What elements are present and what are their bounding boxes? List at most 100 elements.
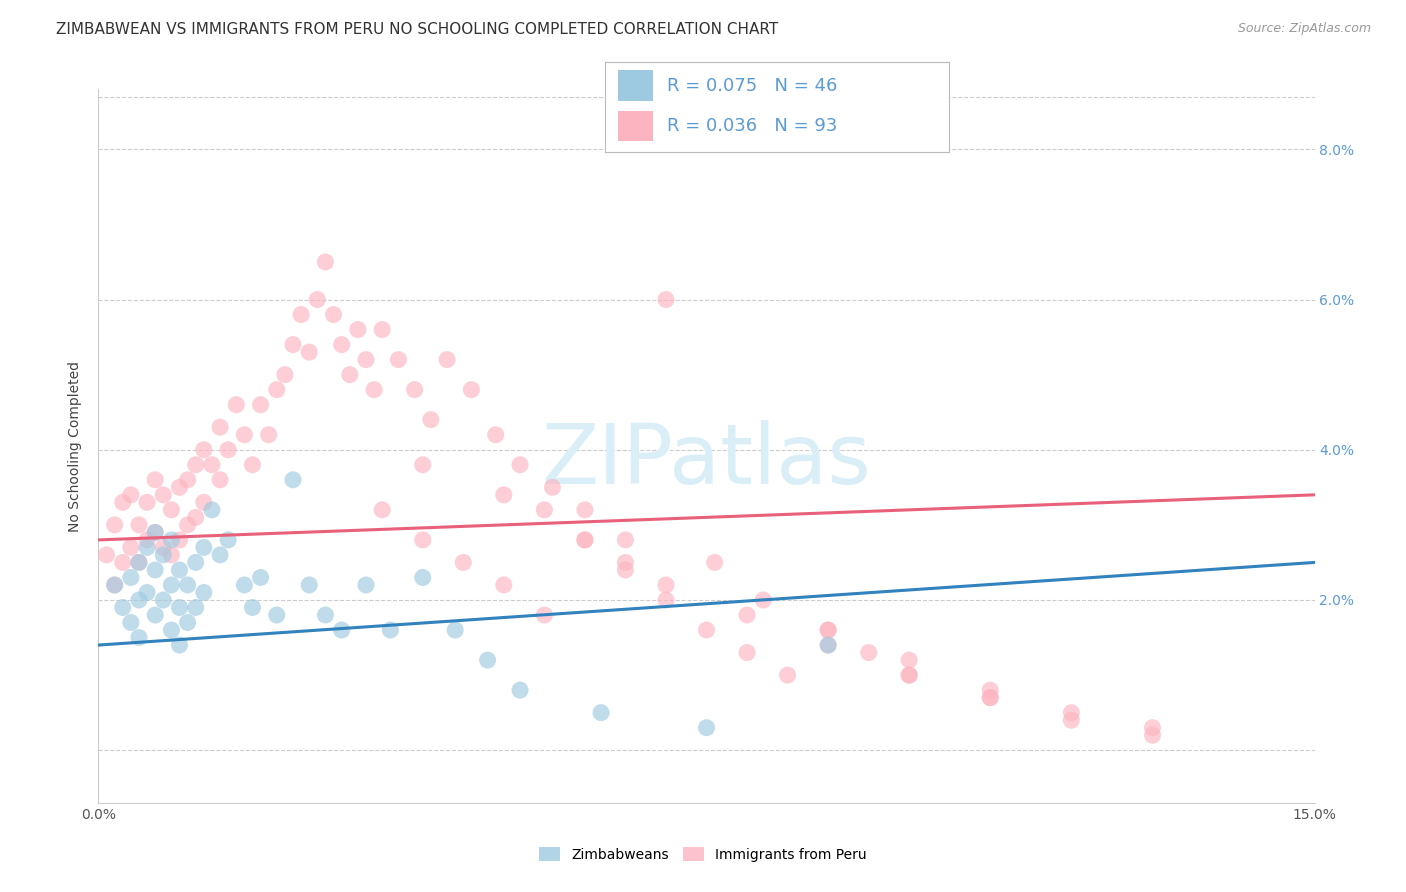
Point: [169, 600, 191, 615]
Point: [176, 615, 198, 630]
Point: [1142, 728, 1164, 742]
Point: [979, 690, 1001, 705]
Point: [817, 638, 839, 652]
Point: [152, 541, 174, 555]
Point: [143, 607, 166, 622]
Point: [307, 293, 329, 307]
Point: [233, 578, 256, 592]
Point: [444, 623, 467, 637]
Point: [380, 623, 402, 637]
Point: [160, 533, 183, 547]
Point: [363, 383, 385, 397]
Point: [696, 623, 718, 637]
Point: [152, 548, 174, 562]
Point: [314, 607, 336, 622]
Point: [193, 495, 215, 509]
Point: [96, 548, 118, 562]
Point: [412, 458, 434, 472]
Point: [330, 623, 353, 637]
Point: [898, 668, 921, 682]
Point: [614, 556, 637, 570]
Point: [533, 607, 555, 622]
Point: [193, 585, 215, 599]
Point: [404, 383, 426, 397]
Point: [298, 345, 321, 359]
Point: [193, 442, 215, 457]
Point: [143, 525, 166, 540]
Point: [347, 322, 370, 336]
Point: [492, 578, 515, 592]
Point: [111, 600, 134, 615]
Point: [176, 473, 198, 487]
Point: [209, 473, 232, 487]
Point: [735, 646, 758, 660]
Point: [184, 510, 207, 524]
Point: [136, 585, 159, 599]
Point: [160, 578, 183, 592]
Point: [533, 503, 555, 517]
Point: [735, 607, 758, 622]
Point: [143, 563, 166, 577]
Point: [574, 533, 596, 547]
Point: [217, 533, 239, 547]
Point: [104, 517, 127, 532]
Point: [752, 593, 775, 607]
Point: [160, 623, 183, 637]
Point: [1060, 713, 1083, 727]
Point: [128, 631, 150, 645]
Point: [136, 533, 159, 547]
Point: [574, 503, 596, 517]
Point: [339, 368, 361, 382]
Point: [176, 578, 198, 592]
Point: [266, 607, 288, 622]
Point: [1142, 721, 1164, 735]
Point: [509, 458, 531, 472]
Point: [419, 413, 441, 427]
Point: [152, 593, 174, 607]
Point: [453, 556, 475, 570]
Point: [281, 473, 304, 487]
Point: [776, 668, 799, 682]
Text: ZIPatlas: ZIPatlas: [541, 420, 872, 500]
Point: [201, 503, 224, 517]
Point: [152, 488, 174, 502]
Point: [160, 503, 183, 517]
Point: [176, 517, 198, 532]
Point: [128, 517, 150, 532]
Point: [120, 541, 142, 555]
Point: [249, 398, 271, 412]
Point: [387, 352, 409, 367]
Point: [354, 352, 377, 367]
Point: [979, 690, 1001, 705]
Point: [184, 600, 207, 615]
Point: [136, 495, 159, 509]
Point: [201, 458, 224, 472]
Bar: [619, 70, 652, 101]
Point: [354, 578, 377, 592]
Point: [104, 578, 127, 592]
Point: [128, 556, 150, 570]
Point: [574, 533, 596, 547]
Point: [477, 653, 499, 667]
Point: [143, 525, 166, 540]
Point: [614, 563, 637, 577]
Point: [111, 495, 134, 509]
Point: [281, 337, 304, 351]
Point: [509, 683, 531, 698]
Text: ZIMBABWEAN VS IMMIGRANTS FROM PERU NO SCHOOLING COMPLETED CORRELATION CHART: ZIMBABWEAN VS IMMIGRANTS FROM PERU NO SC…: [56, 22, 779, 37]
Point: [136, 541, 159, 555]
Point: [266, 383, 288, 397]
Point: [330, 337, 353, 351]
Point: [242, 458, 264, 472]
Point: [412, 533, 434, 547]
Point: [233, 427, 256, 442]
Point: [169, 533, 191, 547]
Point: [979, 683, 1001, 698]
Point: [817, 623, 839, 637]
Point: [322, 308, 344, 322]
Point: [257, 427, 280, 442]
Point: [111, 556, 134, 570]
Point: [104, 578, 127, 592]
Point: [492, 488, 515, 502]
Point: [817, 623, 839, 637]
